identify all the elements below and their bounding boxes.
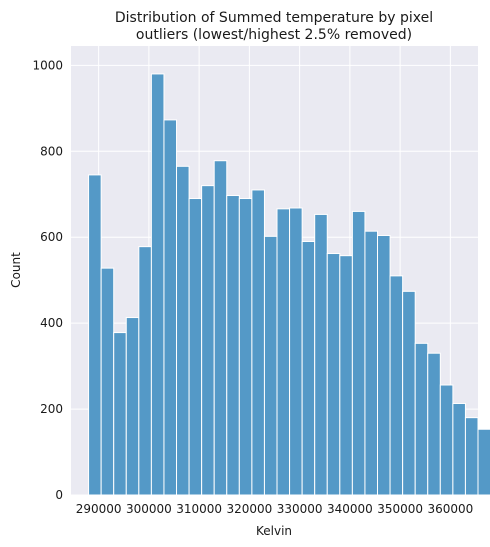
histogram-bar — [439, 384, 454, 496]
histogram-bar — [427, 352, 441, 496]
x-tick-label: 300000 — [126, 502, 172, 516]
histogram-bar — [464, 417, 479, 496]
histogram-bar — [88, 174, 102, 496]
y-axis-label: Count — [9, 252, 23, 288]
y-tick-label: 600 — [40, 230, 63, 244]
histogram-bar — [402, 290, 416, 496]
histogram-bar — [188, 198, 203, 496]
histogram-bar — [226, 195, 240, 496]
histogram-bar — [201, 185, 215, 496]
histogram-bar — [125, 317, 140, 496]
y-tick-label: 0 — [55, 488, 63, 502]
histogram-bar — [414, 342, 429, 496]
histogram-bar — [113, 332, 127, 496]
histogram-bar — [289, 207, 303, 496]
histogram-bar — [100, 267, 115, 496]
histogram-bar — [364, 230, 379, 496]
histogram-bar — [351, 210, 366, 496]
y-tick-label: 400 — [40, 316, 63, 330]
histogram-bar — [389, 275, 404, 496]
x-tick-label: 290000 — [76, 502, 122, 516]
histogram-bar — [326, 253, 341, 496]
histogram-bar — [339, 255, 353, 496]
x-tick-label: 320000 — [226, 502, 272, 516]
histogram-bar — [163, 119, 178, 496]
histogram-bar — [477, 428, 490, 496]
histogram-bar — [263, 235, 278, 496]
bars — [88, 73, 490, 496]
histogram-bar — [301, 240, 316, 496]
y-tick-label: 800 — [40, 144, 63, 158]
x-tick-label: 350000 — [377, 502, 423, 516]
y-axis-ticks: 0 200 400 600 800 1000 — [32, 58, 63, 502]
x-tick-label: 310000 — [176, 502, 222, 516]
histogram-bar — [176, 165, 190, 496]
x-tick-label: 340000 — [327, 502, 373, 516]
y-tick-label: 200 — [40, 402, 63, 416]
histogram-bar — [276, 208, 291, 496]
histogram-bar — [150, 73, 165, 496]
histogram-bar — [138, 246, 152, 496]
histogram-bar — [251, 189, 265, 496]
histogram-bar — [377, 234, 391, 496]
histogram-bar — [213, 160, 228, 496]
x-tick-label: 360000 — [427, 502, 473, 516]
histogram-bar — [452, 402, 466, 496]
histogram-bar — [238, 198, 253, 496]
x-axis-ticks: 290000 300000 310000 320000 330000 340000 3500… — [76, 502, 474, 516]
x-axis-label: Kelvin — [256, 524, 292, 538]
histogram-bar — [314, 213, 328, 496]
x-tick-label: 330000 — [277, 502, 323, 516]
y-tick-label: 1000 — [32, 58, 63, 72]
chart-title-line-1: Distribution of Summed temperature by pi… — [115, 10, 433, 26]
chart-title-line-2: outliers (lowest/highest 2.5% removed) — [136, 27, 412, 43]
